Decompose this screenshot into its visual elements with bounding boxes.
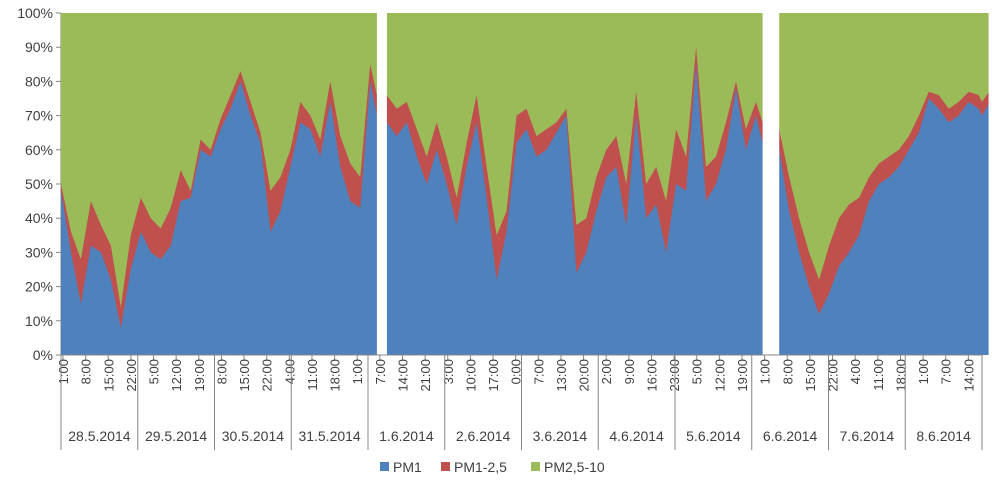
x-tick-label: 4:00 bbox=[848, 359, 863, 384]
x-tick-label: 14:00 bbox=[396, 359, 411, 392]
x-tick-label: 2:00 bbox=[599, 359, 614, 384]
date-label: 4.6.2014 bbox=[609, 428, 664, 444]
date-label: 29.5.2014 bbox=[145, 428, 207, 444]
x-tick-label: 1:00 bbox=[758, 359, 773, 384]
x-tick-label: 15:00 bbox=[803, 359, 818, 392]
x-tick-label: 0:00 bbox=[509, 359, 524, 384]
date-label: 6.6.2014 bbox=[763, 428, 818, 444]
y-tick-label: 20% bbox=[25, 279, 53, 295]
x-tick-label: 22:00 bbox=[124, 359, 139, 392]
x-tick-label: 1:00 bbox=[350, 359, 365, 384]
x-tick-label: 5:00 bbox=[147, 359, 162, 384]
x-tick-label: 13:00 bbox=[554, 359, 569, 392]
date-label: 30.5.2014 bbox=[222, 428, 284, 444]
x-tick-label: 15:00 bbox=[237, 359, 252, 392]
legend-swatch-pm1 bbox=[380, 462, 389, 471]
x-tick-label: 17:00 bbox=[486, 359, 501, 392]
x-tick-label: 10:00 bbox=[463, 359, 478, 392]
x-tick-label: 18:00 bbox=[328, 359, 343, 392]
y-tick-label: 50% bbox=[25, 176, 53, 192]
data-gap-3 bbox=[988, 13, 992, 355]
y-tick-label: 0% bbox=[33, 347, 53, 363]
x-tick-label: 11:00 bbox=[871, 359, 886, 391]
x-tick-label: 20:00 bbox=[577, 359, 592, 392]
date-label: 2.6.2014 bbox=[456, 428, 511, 444]
legend-label-pm2-5-10: PM2,5-10 bbox=[544, 459, 605, 475]
data-gap-2 bbox=[762, 13, 780, 355]
x-tick-label: 19:00 bbox=[192, 359, 207, 392]
x-tick-label: 7:00 bbox=[939, 359, 954, 384]
y-tick-label: 30% bbox=[25, 244, 53, 260]
legend: PM1 PM1-2,5 PM2,5-10 bbox=[380, 459, 605, 475]
x-tick-label: 7:00 bbox=[373, 359, 388, 384]
legend-label-pm1: PM1 bbox=[393, 459, 422, 475]
x-tick-label: 12:00 bbox=[169, 359, 184, 392]
x-tick-label: 3:00 bbox=[441, 359, 456, 384]
x-tick-label: 5:00 bbox=[690, 359, 705, 384]
x-tick-label: 14:00 bbox=[961, 359, 976, 392]
x-tick-label: 4:00 bbox=[282, 359, 297, 384]
y-tick-label: 100% bbox=[17, 5, 53, 21]
x-axis: 1:00 8:00 15:00 22:00 5:00 12:00 19:00 8:00 15:0… bbox=[56, 354, 983, 450]
x-tick-label: 19:00 bbox=[735, 359, 750, 392]
legend-swatch-pm2-5-10 bbox=[531, 462, 540, 471]
x-tick-label: 8:00 bbox=[214, 359, 229, 384]
date-label: 1.6.2014 bbox=[379, 428, 434, 444]
date-label: 5.6.2014 bbox=[686, 428, 741, 444]
y-tick-label: 90% bbox=[25, 39, 53, 55]
x-tick-label: 1:00 bbox=[56, 359, 71, 384]
date-label: 3.6.2014 bbox=[533, 428, 588, 444]
y-tick-label: 60% bbox=[25, 142, 53, 158]
x-tick-label: 7:00 bbox=[531, 359, 546, 384]
date-label: 31.5.2014 bbox=[298, 428, 360, 444]
x-tick-label: 8:00 bbox=[79, 359, 94, 384]
y-tick-label: 70% bbox=[25, 108, 53, 124]
y-tick-label: 40% bbox=[25, 210, 53, 226]
x-tick-label: 11:00 bbox=[305, 359, 320, 391]
legend-swatch-pm1-2-5 bbox=[441, 462, 450, 471]
x-tick-label: 22:00 bbox=[826, 359, 841, 392]
x-tick-label: 22:00 bbox=[260, 359, 275, 392]
x-tick-label: 12:00 bbox=[712, 359, 727, 392]
series-area-pm1 bbox=[61, 64, 992, 355]
plot-area bbox=[61, 13, 992, 355]
y-tick-label: 10% bbox=[25, 313, 53, 329]
x-tick-label: 21:00 bbox=[418, 359, 433, 392]
y-tick-label: 80% bbox=[25, 73, 53, 89]
date-label: 7.6.2014 bbox=[840, 428, 895, 444]
y-axis: 0% 10% 20% 30% 40% 50% 60% 70% 80% 90% 100% bbox=[17, 5, 62, 363]
x-tick-label: 8:00 bbox=[780, 359, 795, 384]
x-tick-label: 1:00 bbox=[916, 359, 931, 384]
date-label: 8.6.2014 bbox=[916, 428, 971, 444]
x-tick-label: 15:00 bbox=[101, 359, 116, 392]
legend-label-pm1-2-5: PM1-2,5 bbox=[454, 459, 507, 475]
data-gap-1 bbox=[376, 13, 387, 355]
x-tick-label: 16:00 bbox=[645, 359, 660, 392]
date-label: 28.5.2014 bbox=[68, 428, 130, 444]
x-tick-label: 9:00 bbox=[622, 359, 637, 384]
x-tick-label: 18:00 bbox=[893, 359, 908, 392]
